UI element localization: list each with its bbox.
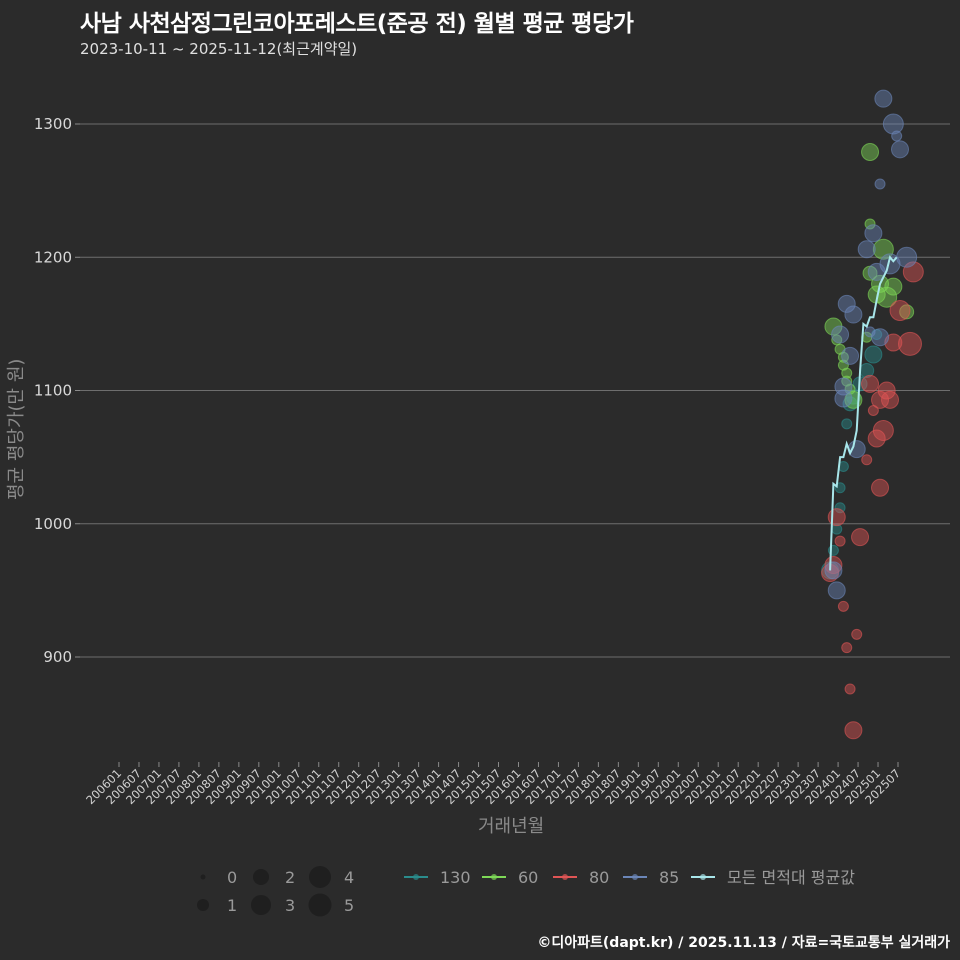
color-legend-label: 130 <box>440 868 471 887</box>
size-legend-label: 0 <box>227 868 237 887</box>
data-point <box>861 454 873 466</box>
data-point <box>837 351 849 363</box>
data-point <box>844 721 863 740</box>
size-legend-key <box>251 895 271 915</box>
color-legend-label: 85 <box>659 868 679 887</box>
data-point <box>841 418 853 430</box>
data-point <box>864 326 876 338</box>
y-tick-label: 1000 <box>34 515 72 533</box>
data-point <box>847 440 866 459</box>
y-tick-label: 1100 <box>34 382 72 400</box>
data-point <box>882 113 904 135</box>
data-point <box>824 561 843 580</box>
legend: 0 1 2 3 4 5 130 60 80 85 모든 면적대 평균값 <box>197 866 855 917</box>
data-point <box>891 130 903 142</box>
average-line <box>829 255 898 571</box>
size-legend-key <box>309 866 331 888</box>
data-point <box>827 581 846 600</box>
data-point <box>841 375 853 387</box>
size-legend-label: 1 <box>227 896 237 915</box>
data-point <box>837 294 856 313</box>
data-point <box>834 377 853 396</box>
data-point <box>889 300 911 322</box>
y-tick-label: 900 <box>43 648 72 666</box>
data-point <box>877 381 896 400</box>
data-point <box>897 331 922 356</box>
size-legend-label: 3 <box>285 896 295 915</box>
x-axis-label: 거래년월 <box>478 816 545 837</box>
y-tick-label: 1200 <box>34 248 72 266</box>
size-legend-label: 2 <box>285 868 295 887</box>
data-point <box>861 374 880 393</box>
size-legend-key <box>308 893 332 917</box>
source-caption: ©디아파트(dapt.kr) / 2025.11.13 / 자료=국토교통부 실… <box>537 935 950 951</box>
x-axis-ticks: 2006012006072007012007072008012008072009… <box>83 762 903 807</box>
size-legend-key <box>200 874 206 880</box>
chart-title: 사남 사천삼정그린코아포레스트(준공 전) 월별 평균 평당가 <box>80 11 634 37</box>
data-point <box>891 140 909 159</box>
y-axis-ticks: 900 1000 1100 1200 1300 <box>34 115 80 666</box>
size-legend-label: 5 <box>344 896 354 915</box>
gridlines <box>80 123 950 658</box>
data-point <box>871 328 890 347</box>
data-point <box>834 535 846 547</box>
data-point <box>837 600 849 612</box>
data-point <box>827 508 846 527</box>
size-legend-key <box>253 869 269 885</box>
data-point <box>864 224 883 243</box>
data-point <box>896 246 918 268</box>
series-80 <box>821 261 924 740</box>
data-point <box>874 178 886 190</box>
data-point <box>872 419 894 441</box>
data-point <box>864 345 883 364</box>
data-point <box>844 683 856 695</box>
data-point <box>857 240 876 259</box>
data-point <box>837 359 849 371</box>
data-point <box>851 528 870 547</box>
color-legend-label: 80 <box>589 868 609 887</box>
scatter-points <box>821 89 924 740</box>
y-tick-label: 1300 <box>34 115 72 133</box>
average-price-line <box>829 255 898 571</box>
data-point <box>851 628 863 640</box>
data-point <box>881 390 900 409</box>
data-point <box>884 333 903 352</box>
size-legend-key <box>197 899 209 911</box>
data-point <box>871 478 890 497</box>
data-point <box>874 89 893 108</box>
color-legend-label: 60 <box>518 868 538 887</box>
color-legend-label: 모든 면적대 평균값 <box>727 868 855 887</box>
data-point <box>841 346 860 365</box>
data-point <box>841 642 853 654</box>
data-point <box>884 277 903 296</box>
chart-subtitle: 2023-10-11 ~ 2025-11-12(최근계약일) <box>80 40 358 58</box>
data-point <box>871 390 890 409</box>
data-point <box>844 305 863 324</box>
data-point <box>861 142 880 161</box>
size-legend-label: 4 <box>344 868 354 887</box>
data-point <box>831 325 850 344</box>
